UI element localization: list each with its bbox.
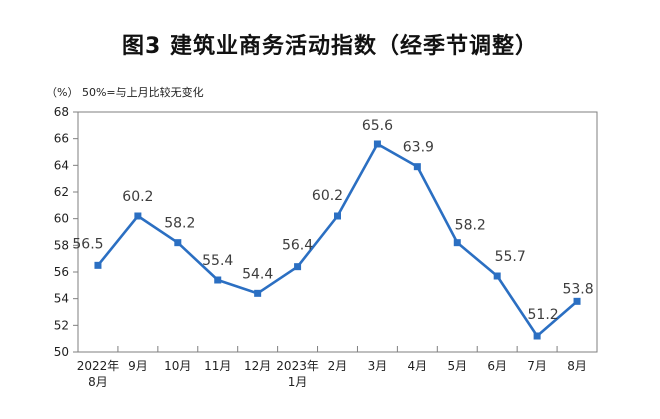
y-axis-tick-label: 68 (54, 105, 69, 119)
data-point-marker (214, 276, 222, 284)
x-axis-tick-label: 2022年 (77, 359, 120, 373)
data-point-marker (413, 163, 421, 171)
data-point-label: 60.2 (312, 188, 343, 204)
data-point-label: 56.4 (282, 238, 313, 254)
data-point-marker (373, 140, 381, 148)
y-axis-tick-label: 54 (54, 292, 69, 306)
data-point-label: 56.5 (72, 236, 103, 252)
data-point-marker (334, 212, 341, 220)
data-point-marker (453, 239, 461, 247)
plot-border (77, 111, 598, 353)
y-axis-tick-label: 56 (54, 265, 69, 279)
y-axis-tick-label: 58 (54, 238, 69, 252)
data-point-marker (533, 332, 541, 340)
data-point-marker (493, 272, 501, 280)
data-point-label: 65.6 (362, 118, 393, 134)
data-point-marker (174, 239, 182, 247)
x-axis-tick-label: 11月 (204, 359, 231, 373)
y-axis-tick-label: 62 (54, 185, 69, 199)
y-axis-tick-label: 52 (54, 318, 69, 332)
data-series-line (96, 142, 579, 338)
data-point-label: 58.2 (455, 218, 486, 234)
data-point-label: 63.9 (403, 140, 434, 156)
x-axis-tick-label: 8月 (88, 375, 108, 389)
data-point-label: 53.8 (562, 281, 593, 297)
y-axis-tick-label: 50 (54, 345, 69, 359)
data-point-label: 60.2 (122, 189, 153, 205)
data-point-marker (94, 261, 102, 269)
data-point-label: 55.4 (202, 253, 233, 269)
x-axis-tick-label: 7月 (527, 359, 547, 373)
x-axis-tick-label: 9月 (128, 359, 148, 373)
y-axis-tick-label: 60 (54, 212, 69, 226)
x-axis-tick-label: 3月 (368, 359, 388, 373)
x-axis-tick-label: 1月 (288, 375, 308, 389)
x-axis-tick-label: 12月 (244, 359, 271, 373)
data-point-marker (573, 297, 581, 305)
data-point-marker (294, 263, 302, 271)
data-point-label: 58.2 (164, 216, 195, 232)
x-axis-tick-label: 8月 (567, 359, 587, 373)
x-axis-tick-label: 2月 (328, 359, 348, 373)
axis-unit-note: （%） 50%=与上月比较无变化 (46, 86, 204, 99)
data-point-marker (134, 212, 142, 220)
data-point-label: 55.7 (495, 249, 526, 265)
x-axis-tick-label: 10月 (164, 359, 191, 373)
y-axis-tick-label: 66 (54, 132, 69, 146)
x-axis-tick-label: 2023年 (276, 359, 319, 373)
data-point-marker (254, 289, 262, 297)
x-axis-tick-label: 4月 (408, 359, 428, 373)
data-point-label: 51.2 (528, 307, 559, 323)
data-point-label: 54.4 (242, 266, 273, 282)
x-axis-tick-label: 5月 (447, 359, 467, 373)
figure-title: 图3 建筑业商务活动指数（经季节调整） (122, 34, 538, 59)
y-axis-tick-label: 64 (54, 158, 69, 172)
x-axis-tick-label: 6月 (487, 359, 507, 373)
